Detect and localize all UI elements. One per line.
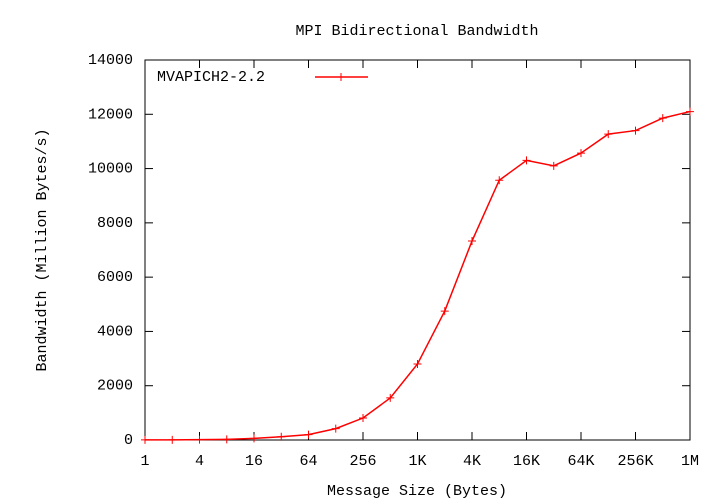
data-point	[277, 432, 286, 441]
plot-frame	[144, 59, 691, 441]
data-point	[168, 435, 177, 444]
chart-title: MPI Bidirectional Bandwidth	[295, 23, 538, 40]
y-tick-label: 14000	[88, 52, 133, 69]
data-point	[658, 114, 667, 123]
y-tick-label: 2000	[97, 378, 133, 395]
legend-marker	[337, 73, 345, 81]
data-point	[359, 414, 367, 423]
y-tick-label: 8000	[97, 215, 133, 232]
data-point	[577, 149, 585, 158]
data-point	[141, 435, 149, 444]
data-point	[250, 434, 258, 443]
data-point	[386, 393, 395, 402]
data-point	[222, 435, 231, 444]
x-tick-label: 16	[245, 453, 263, 470]
y-tick-label: 0	[124, 432, 133, 449]
data-point	[468, 237, 476, 246]
legend-label: MVAPICH2-2.2	[157, 69, 265, 86]
data-line	[144, 110, 691, 441]
x-axis-label: Message Size (Bytes)	[327, 483, 507, 500]
x-tick-label: 64	[299, 453, 317, 470]
data-point	[495, 176, 504, 185]
y-tick-label: 10000	[88, 161, 133, 178]
data-point	[195, 435, 204, 444]
y-axis-label: Bandwidth (Million Bytes/s)	[34, 128, 51, 371]
x-tick-label: 1M	[681, 453, 699, 470]
y-tick-label: 4000	[97, 323, 133, 340]
data-point	[604, 130, 613, 139]
data-point	[331, 424, 340, 433]
data-point	[413, 360, 422, 368]
x-tick-label: 4	[195, 453, 204, 470]
data-point	[686, 107, 694, 116]
y-tick-label: 6000	[97, 269, 133, 286]
x-tick-label: 256	[349, 453, 376, 470]
x-tick-label: 1	[140, 453, 149, 470]
x-tick-label: 256K	[617, 453, 653, 470]
x-tick-label: 16K	[513, 453, 540, 470]
y-tick-label: 12000	[88, 106, 133, 123]
data-point	[440, 307, 449, 316]
data-point	[549, 161, 558, 170]
data-point	[304, 430, 313, 439]
x-tick-label: 4K	[463, 453, 481, 470]
x-tick-label: 64K	[567, 453, 594, 470]
data-point	[522, 156, 531, 165]
data-point	[631, 126, 640, 135]
x-tick-label: 1K	[408, 453, 426, 470]
